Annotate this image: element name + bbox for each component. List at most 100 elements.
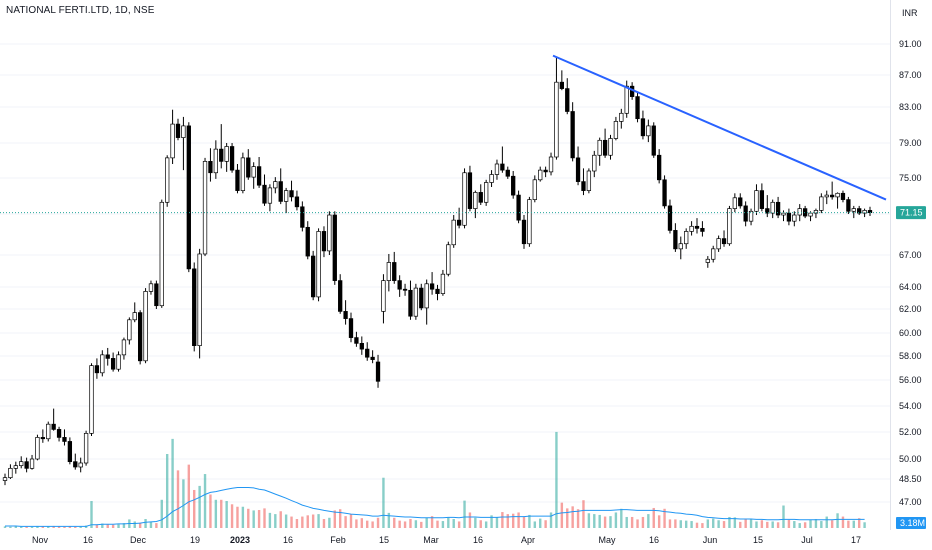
volume-bar — [544, 520, 547, 528]
volume-bar — [566, 508, 569, 528]
candle-body — [619, 112, 624, 122]
candle-body — [570, 111, 575, 159]
volume-bar — [647, 514, 650, 528]
volume-bar — [539, 518, 542, 528]
time-tick-label: 16 — [649, 535, 659, 545]
candle-body — [300, 206, 305, 228]
volume-bar — [684, 520, 688, 528]
volume-bar — [636, 519, 639, 528]
volume-bar — [333, 510, 336, 528]
price-axis[interactable]: 91.0087.0083.0079.0075.0071.0067.0064.00… — [899, 39, 922, 507]
volume-bar — [74, 526, 77, 528]
time-tick-label: 17 — [851, 535, 861, 545]
volume-bar — [668, 519, 672, 528]
volume-bar — [328, 517, 331, 528]
candle-body — [73, 461, 78, 468]
candle-body — [105, 354, 110, 359]
volume-bar — [706, 519, 710, 528]
volume-bar — [301, 516, 304, 528]
volume-bar — [863, 522, 866, 528]
candle-body — [802, 208, 808, 217]
volume-bar — [463, 500, 466, 528]
candle-body — [56, 429, 62, 438]
volume-bar — [290, 516, 293, 528]
candle-body — [2, 477, 8, 481]
volume-bar — [593, 514, 596, 528]
volume-bar — [57, 526, 61, 528]
candle-body — [640, 118, 646, 137]
price-tick-label: 79.00 — [899, 138, 922, 148]
time-axis[interactable]: Nov 16 Dec 19 2023 16 Feb 15 Mar 16 Apr May 16 Jun 15 J… — [32, 535, 861, 545]
candle-body — [229, 146, 235, 171]
volume-bar — [425, 517, 428, 528]
volume-bar — [311, 514, 315, 528]
candle-body — [181, 125, 186, 138]
volume-bar — [79, 526, 82, 528]
candle-body — [732, 197, 737, 209]
candle-body — [813, 210, 819, 214]
volume-bar — [549, 512, 553, 528]
candle-body — [148, 283, 154, 292]
volume-bar — [317, 514, 320, 528]
candle-body — [754, 190, 759, 212]
candle-body — [608, 138, 613, 156]
candle-body — [219, 148, 224, 162]
volume-bar — [620, 508, 623, 528]
volume-bar — [474, 517, 477, 528]
candle-body — [538, 169, 543, 181]
volume-bar — [587, 513, 591, 528]
candle-body — [392, 262, 397, 281]
time-tick-label: Apr — [521, 535, 535, 545]
candle-body — [657, 154, 662, 181]
volume-bar — [14, 526, 18, 528]
volume-bar — [209, 494, 212, 528]
candle-body — [684, 231, 689, 245]
candle-body — [240, 157, 246, 191]
candle-body — [516, 194, 521, 221]
volume-bar — [674, 519, 677, 528]
volume-bar — [420, 521, 423, 528]
candle-body — [419, 287, 424, 309]
volume-bar — [225, 501, 228, 528]
volume-bar — [739, 521, 742, 528]
volume-bar — [165, 454, 169, 528]
volume-bar — [479, 520, 482, 528]
candle-body — [786, 212, 792, 222]
volume-bar — [841, 516, 845, 528]
volume-bar — [366, 520, 369, 528]
candle-body — [381, 280, 386, 312]
candle-body — [808, 212, 813, 217]
candle-body — [478, 192, 483, 203]
candle-body — [781, 212, 786, 216]
volume-bar — [193, 489, 196, 528]
candle-body — [581, 181, 586, 191]
volume-bar — [430, 516, 434, 528]
volume-bar — [241, 506, 245, 528]
candle-body — [624, 85, 629, 114]
candle-body — [835, 192, 840, 198]
volume-bar — [403, 521, 407, 528]
volume-bar — [344, 516, 347, 528]
volume-bar — [793, 521, 796, 528]
candle-body — [83, 433, 89, 464]
candle-body — [456, 219, 462, 226]
candle-body — [202, 161, 208, 255]
candle-body — [354, 337, 359, 344]
volume-bar — [814, 519, 818, 528]
volume-bar — [771, 521, 774, 528]
volume-bar — [555, 431, 558, 528]
price-tick-label: 56.00 — [899, 375, 922, 385]
trendline[interactable] — [552, 54, 887, 201]
candle-body — [251, 166, 256, 178]
candle-body — [154, 283, 159, 307]
candle-body — [62, 437, 67, 442]
volume-bar — [468, 512, 472, 528]
price-tick-label: 62.00 — [899, 304, 922, 314]
volume-bar — [90, 501, 93, 528]
volume-bar — [295, 519, 299, 528]
candle-body — [489, 174, 494, 183]
candle-body — [824, 194, 829, 198]
volume-bar — [571, 506, 574, 528]
candle-body — [424, 283, 429, 309]
